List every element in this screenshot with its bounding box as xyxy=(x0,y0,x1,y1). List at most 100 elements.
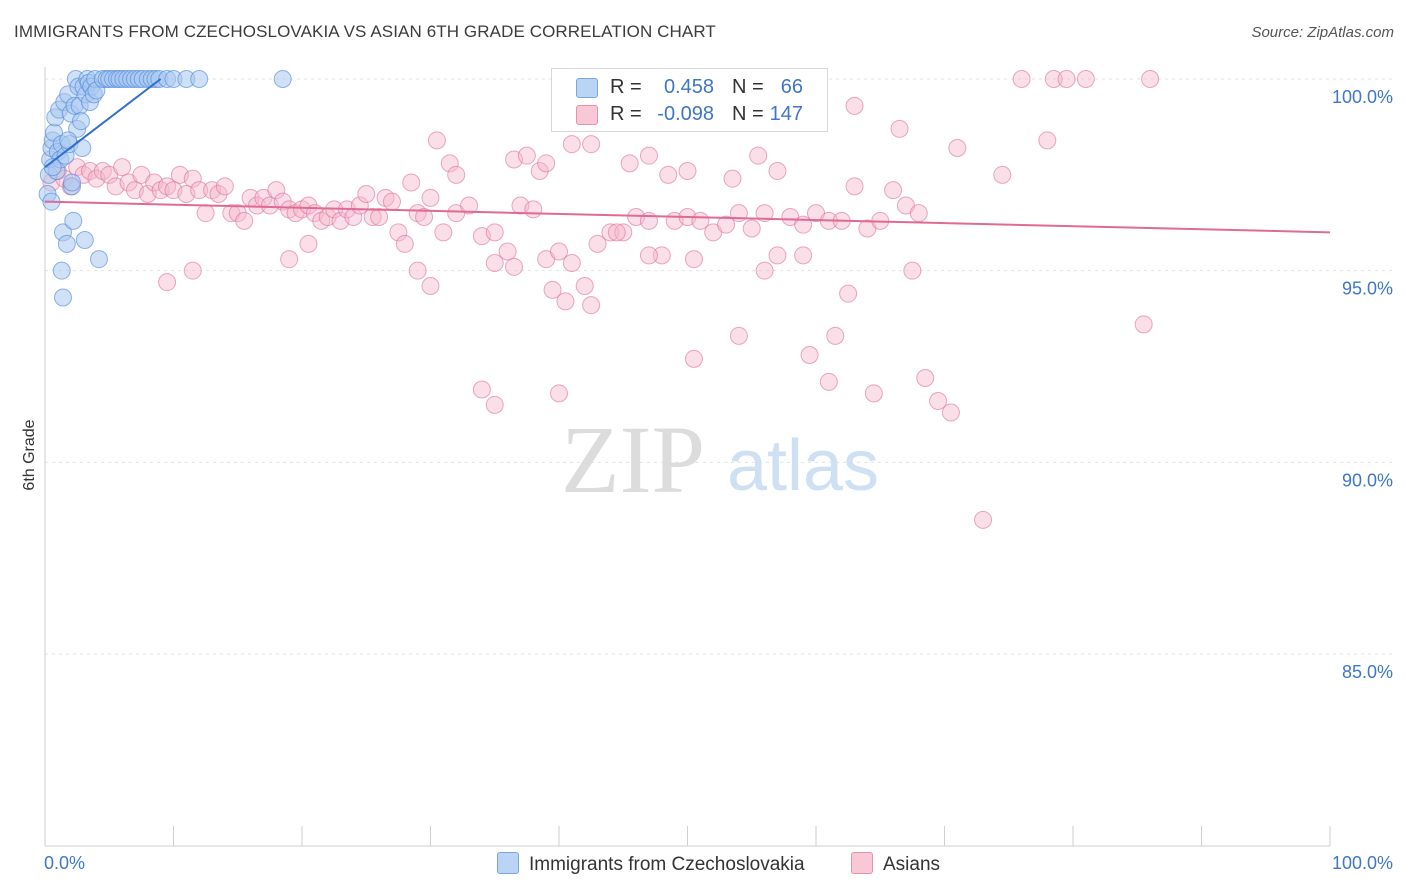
point-asian xyxy=(550,242,568,261)
watermark-atlas: atlas xyxy=(727,426,879,506)
point-asian xyxy=(299,196,318,215)
point-asian xyxy=(183,261,202,280)
point-asian xyxy=(421,188,440,207)
point-asian xyxy=(273,192,292,211)
point-asian xyxy=(280,250,299,269)
point-asian xyxy=(447,165,466,184)
point-asian xyxy=(819,372,838,391)
point-asian xyxy=(582,296,601,315)
point-asian xyxy=(755,204,774,223)
point-asian xyxy=(723,169,742,188)
point-asian xyxy=(800,346,819,364)
legend-r-label: R = xyxy=(610,76,642,98)
legend-swatch-asians xyxy=(576,105,598,125)
point-asian xyxy=(684,250,703,269)
point-asian xyxy=(517,146,536,165)
point-asian xyxy=(794,246,813,265)
point-asian xyxy=(562,135,581,154)
point-asian xyxy=(183,169,202,188)
point-asian xyxy=(113,158,132,177)
point-asian xyxy=(864,384,883,403)
point-asian xyxy=(941,403,960,422)
legend-n-value: 147 xyxy=(769,103,803,125)
point-asian xyxy=(415,208,434,226)
y-tick-label: 90.0% xyxy=(1342,470,1393,490)
point-asian xyxy=(729,326,748,345)
point-asian xyxy=(1057,70,1076,88)
point-asian xyxy=(755,261,774,280)
bottom-legend-label: Asians xyxy=(883,854,941,875)
y-tick-label: 100.0% xyxy=(1332,87,1393,107)
point-asian xyxy=(537,154,556,173)
point-asian xyxy=(749,146,768,165)
point-asian xyxy=(1038,131,1057,150)
bottom-legend-swatch-czechoslovakia xyxy=(497,852,519,874)
point-asian xyxy=(215,177,234,196)
point-asian xyxy=(1141,70,1160,88)
point-asian xyxy=(582,135,601,154)
bottom-legend-swatch-asians xyxy=(851,852,873,874)
point-asian xyxy=(948,139,967,157)
point-asian xyxy=(768,246,787,265)
point-asian xyxy=(228,204,247,223)
point-asian xyxy=(472,380,491,399)
point-asian xyxy=(1134,315,1153,334)
point-asian xyxy=(890,119,909,138)
point-asian xyxy=(909,204,928,223)
point-asian xyxy=(845,177,864,196)
point-asian xyxy=(1012,70,1031,88)
point-asian xyxy=(717,215,736,234)
legend-n-value: 66 xyxy=(780,76,803,98)
point-asian xyxy=(1044,70,1063,88)
point-asian xyxy=(267,181,286,200)
point-czechoslovakia xyxy=(62,173,81,192)
point-asian xyxy=(575,277,594,295)
point-asian xyxy=(427,131,446,150)
legend-n-label: N = xyxy=(732,103,764,125)
trendline-czechoslovakia xyxy=(44,78,162,168)
point-asian xyxy=(639,246,658,265)
point-asian xyxy=(742,219,761,238)
point-czechoslovakia xyxy=(57,234,76,253)
point-asian xyxy=(440,154,459,173)
point-czechoslovakia xyxy=(43,158,62,177)
trendline-asians xyxy=(44,200,1331,234)
point-asian xyxy=(196,204,215,223)
point-asian xyxy=(434,223,453,242)
y-tick-label: 85.0% xyxy=(1342,662,1393,682)
point-asian xyxy=(620,154,639,173)
point-asian xyxy=(248,196,267,215)
point-asian xyxy=(357,185,376,203)
bottom-legend-label: Immigrants from Czechoslovakia xyxy=(529,854,805,875)
point-asian xyxy=(395,234,414,253)
point-asian xyxy=(659,165,678,184)
point-asian xyxy=(485,254,504,272)
point-asian xyxy=(588,234,607,253)
point-czechoslovakia xyxy=(75,231,94,249)
point-asian xyxy=(460,196,479,215)
point-czechoslovakia xyxy=(71,112,90,131)
point-asian xyxy=(530,162,549,180)
point-asian xyxy=(158,273,177,292)
legend-r-value: -0.098 xyxy=(657,103,714,125)
point-asian xyxy=(408,261,427,280)
x-tick-label: 0.0% xyxy=(44,853,85,873)
legend: R = 0.458 N = 66 R = -0.098 N = 147 xyxy=(551,68,828,132)
point-asian xyxy=(299,234,318,253)
point-asian xyxy=(639,211,658,230)
point-asian xyxy=(607,223,626,242)
point-asian xyxy=(209,185,228,203)
watermark-zip: ZIP xyxy=(561,406,705,513)
y-tick-label: 95.0% xyxy=(1342,279,1393,299)
point-asian xyxy=(550,384,568,403)
point-asian xyxy=(556,292,575,311)
point-asian xyxy=(485,223,504,242)
legend-n-label: N = xyxy=(732,76,764,98)
point-asian xyxy=(402,173,421,192)
point-asian xyxy=(974,510,993,529)
point-asian xyxy=(684,349,703,368)
source-label: Source: ZipAtlas.com xyxy=(1251,24,1394,41)
point-czechoslovakia xyxy=(273,70,292,88)
point-asian xyxy=(929,392,948,410)
legend-r-value: 0.458 xyxy=(663,76,714,98)
